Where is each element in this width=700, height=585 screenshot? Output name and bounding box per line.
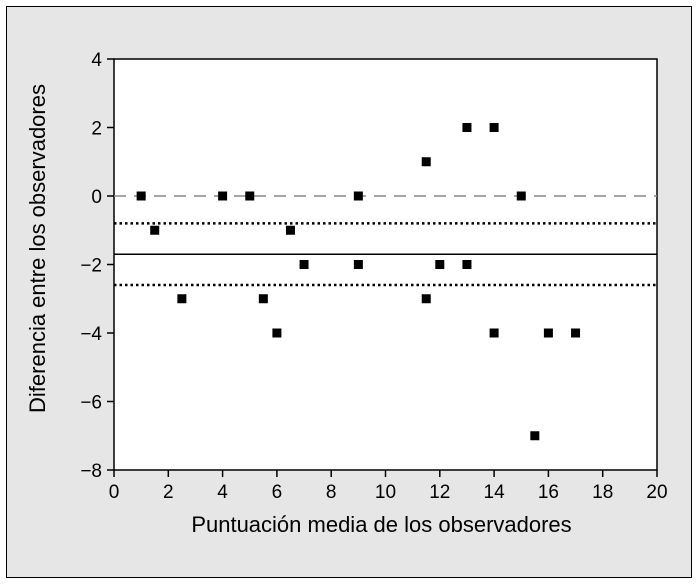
tick-labels: 0 2 4 6 8 10 12 14 16 18 20 −8 −6 −4 −2 0 2 4 [80, 50, 667, 503]
data-points [136, 123, 581, 441]
data-point [462, 260, 472, 269]
data-point [177, 294, 187, 304]
axis-ticks [107, 58, 658, 477]
plot-area [113, 58, 658, 471]
data-point [272, 328, 282, 338]
x-tick-label: 20 [646, 482, 667, 503]
y-tick-label: −8 [80, 461, 102, 482]
scatter-chart: 0 2 4 6 8 10 12 14 16 18 20 −8 −6 −4 −2 0 2 4 Puntuación … [25, 50, 668, 537]
y-tick-label: 2 [91, 119, 102, 140]
data-point [462, 123, 472, 132]
x-tick-label: 6 [272, 482, 283, 503]
y-axis-title: Diferencia entre los observadores [25, 84, 50, 413]
data-point [245, 191, 255, 201]
y-tick-label: 0 [91, 187, 102, 208]
data-point [218, 191, 228, 201]
x-tick-label: 2 [163, 482, 174, 503]
data-point [435, 260, 445, 269]
data-point [299, 260, 309, 269]
data-point [489, 123, 499, 132]
data-point [285, 225, 295, 235]
y-tick-label: −2 [80, 256, 102, 277]
data-point [571, 328, 581, 338]
data-point [150, 225, 160, 235]
x-tick-label: 0 [109, 482, 120, 503]
x-axis-title: Puntuación media de los observadores [191, 512, 571, 537]
data-point [353, 260, 363, 269]
x-tick-label: 16 [538, 482, 559, 503]
figure-panel: 0 2 4 6 8 10 12 14 16 18 20 −8 −6 −4 −2 0 2 4 Puntuación … [6, 6, 692, 578]
y-tick-label: 4 [91, 50, 102, 71]
x-tick-label: 8 [326, 482, 337, 503]
x-tick-label: 12 [429, 482, 450, 503]
y-tick-label: −4 [80, 324, 102, 345]
data-point [489, 328, 499, 338]
data-point [516, 191, 526, 201]
data-point [258, 294, 268, 304]
data-point [543, 328, 553, 338]
data-point [136, 191, 146, 201]
y-tick-label: −6 [80, 393, 102, 414]
x-tick-label: 10 [375, 482, 396, 503]
x-tick-label: 4 [217, 482, 228, 503]
reference-lines [114, 195, 657, 287]
data-point [530, 431, 540, 441]
x-tick-label: 14 [484, 482, 506, 503]
data-point [421, 294, 431, 304]
x-tick-label: 18 [592, 482, 613, 503]
data-point [353, 191, 363, 201]
data-point [421, 157, 431, 167]
